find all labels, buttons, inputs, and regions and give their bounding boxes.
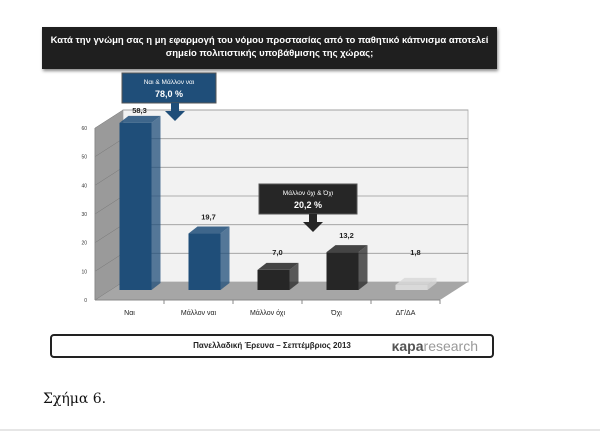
bar-top xyxy=(257,262,299,270)
x-tick-label: Όχι xyxy=(330,310,342,317)
callout-value: 20,2 % xyxy=(294,200,322,210)
callout-box xyxy=(258,183,358,215)
bar-side xyxy=(427,277,437,290)
y-tick-label: 40 xyxy=(81,183,87,189)
callout-label: Μάλλον όχι & Όχι xyxy=(283,189,334,197)
gridline-side xyxy=(94,109,124,129)
annotation-callout: Μάλλον όχι & Όχι 20,2 % xyxy=(258,183,358,232)
floor xyxy=(95,282,468,300)
arrow-down-icon xyxy=(165,103,185,121)
bar-side xyxy=(289,262,299,290)
bar-group xyxy=(326,245,368,290)
y-tick-label: 60 xyxy=(81,126,87,132)
data-label: 7,0 xyxy=(272,248,282,257)
bar xyxy=(188,233,221,290)
bar-top xyxy=(188,226,230,234)
gridline-side xyxy=(94,138,124,157)
y-tick-label: 20 xyxy=(81,241,87,247)
bar-side xyxy=(358,245,368,290)
y-tick-label: 10 xyxy=(81,269,87,275)
chart-footer: Πανελλαδική Έρευνα – Σεπτέμβριος 2013 κa… xyxy=(50,334,494,358)
gridline-side xyxy=(94,167,124,186)
bar xyxy=(257,269,290,290)
chart-title: Κατά την γνώμη σας η μη εφαρμογή του νόμ… xyxy=(42,27,497,69)
y-tick-label: 0 xyxy=(84,298,87,304)
y-tick-label: 50 xyxy=(81,155,87,161)
divider xyxy=(0,429,600,431)
x-tick-label: Ναι xyxy=(124,310,135,317)
annotation-callout: Ναι & Μάλλον ναι 78,0 % xyxy=(121,72,217,121)
bar xyxy=(119,122,152,290)
bar-group xyxy=(395,277,437,290)
x-tick-label: Μάλλον όχι xyxy=(250,309,285,317)
gridline-side xyxy=(94,281,124,301)
gridline-side xyxy=(94,253,124,272)
kapa-research-logo: κaparesearch xyxy=(391,338,478,354)
bar-top xyxy=(326,245,368,253)
chart-title-line1: Κατά την γνώμη σας η μη εφαρμογή του νόμ… xyxy=(50,35,489,46)
gridline-side xyxy=(94,195,124,215)
bar-side xyxy=(151,115,161,290)
data-label: 1,8 xyxy=(410,248,420,257)
bar xyxy=(395,284,428,290)
chart-title-line2: σημείο πολιτιστικής υποβάθμισης της χώρα… xyxy=(165,48,374,59)
bar-group xyxy=(119,115,161,290)
x-tick-label: ΔΓ/ΔΑ xyxy=(396,310,416,317)
callout-box xyxy=(121,72,217,104)
figure-caption: Σχήμα 6. xyxy=(43,391,107,407)
bar-side xyxy=(220,226,230,290)
data-label: 58,3 xyxy=(132,106,147,115)
callout-value: 78,0 % xyxy=(155,89,183,99)
gridline-side xyxy=(94,224,124,243)
bar-chart: 0 10 20 30 40 50 60 58,3 Ναι 19,7 Μάλλον ναι 7,0 Μάλ… xyxy=(81,72,469,317)
bar-top xyxy=(395,277,437,285)
callout-label: Ναι & Μάλλον ναι xyxy=(144,78,195,86)
bar-top xyxy=(119,115,161,123)
data-label: 19,7 xyxy=(201,213,216,222)
footer-text: Πανελλαδική Έρευνα – Σεπτέμβριος 2013 xyxy=(193,341,351,350)
data-label: 13,2 xyxy=(339,231,354,240)
y-tick-label: 30 xyxy=(81,212,87,218)
arrow-down-icon xyxy=(303,214,323,232)
bar-group xyxy=(188,226,230,290)
bar-group xyxy=(257,262,299,290)
bar xyxy=(326,252,359,290)
x-tick-label: Μάλλον ναι xyxy=(181,309,217,317)
